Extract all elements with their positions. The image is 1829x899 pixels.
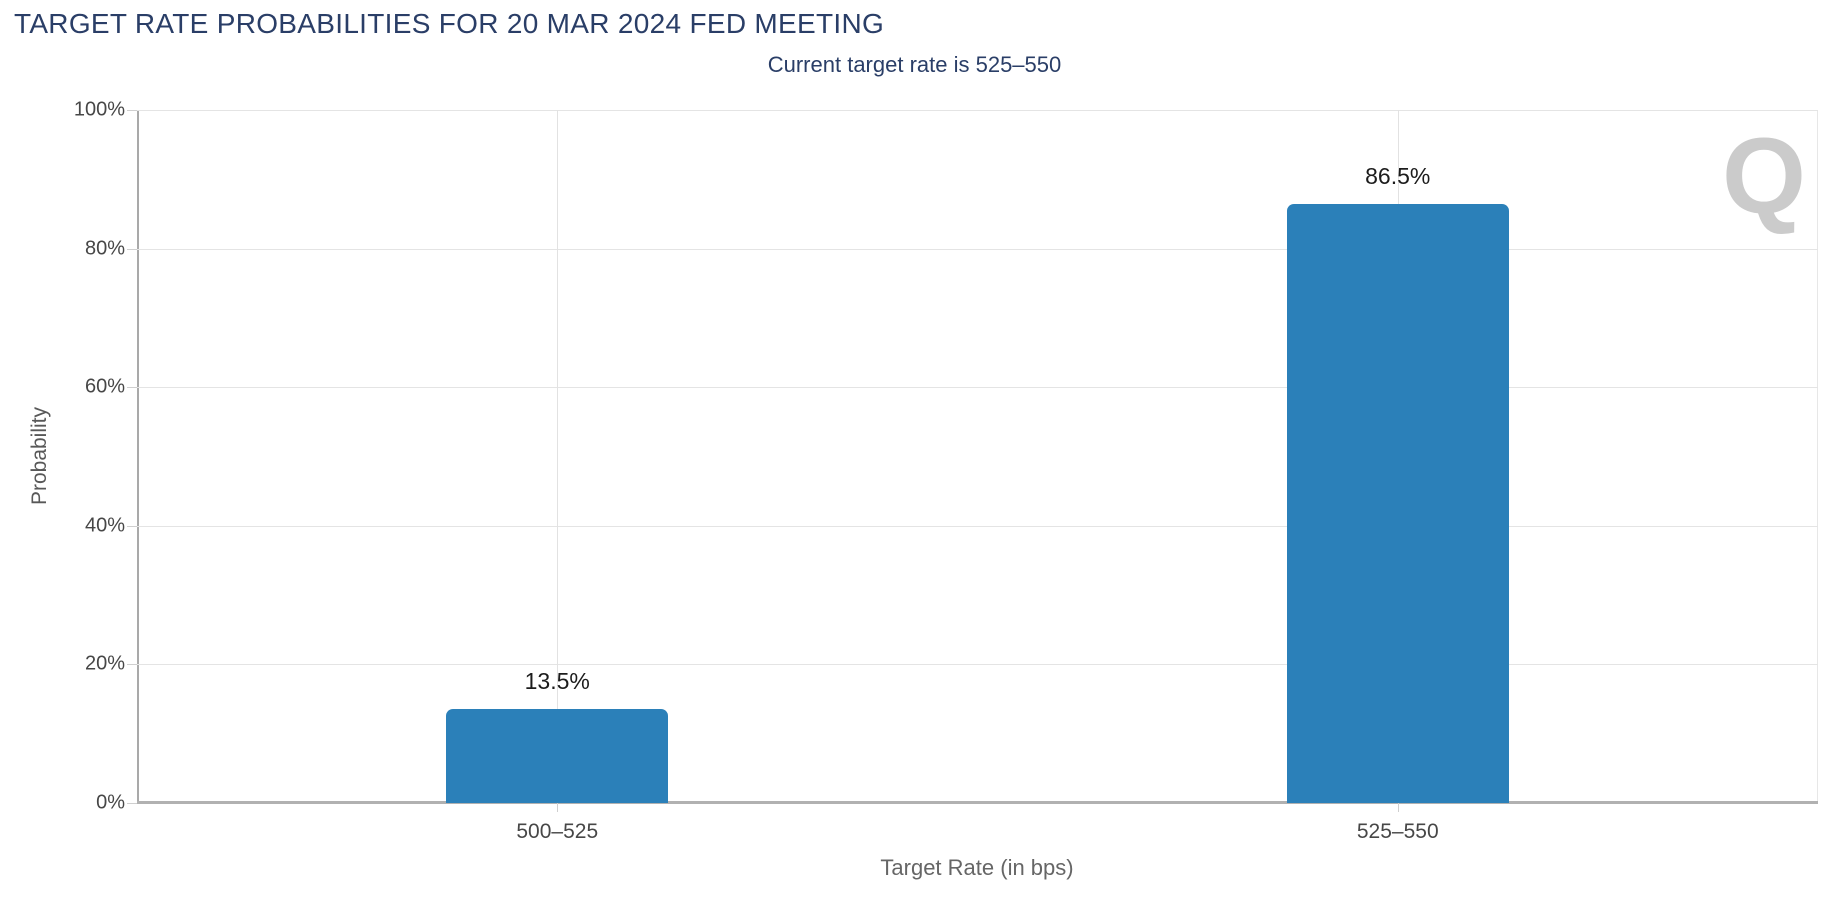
x-tick-500-525: [557, 803, 559, 812]
x-axis-line: [137, 801, 1818, 804]
y-tick-label-100: 100%: [73, 98, 125, 121]
y-tick-label-0: 0%: [96, 791, 125, 814]
bar-525-550[interactable]: [1286, 203, 1509, 803]
y-tick-80: [127, 248, 137, 250]
y-tick-label-80: 80%: [84, 237, 125, 260]
y-tick-20: [127, 664, 137, 666]
bar-value-label-500-525: 13.5%: [524, 668, 590, 695]
y-tick-40: [127, 525, 137, 527]
y-tick-100: [127, 110, 137, 111]
gridline-y-40: [137, 525, 1818, 527]
x-tick-525-550: [1397, 803, 1399, 812]
plot-right-border: [1817, 110, 1818, 803]
chart-subtitle: Current target rate is 525–550: [767, 52, 1062, 77]
y-tick-0: [127, 803, 137, 804]
x-axis-title: Target Rate (in bps): [880, 855, 1074, 880]
gridline-y-60: [137, 387, 1818, 389]
y-tick-60: [127, 387, 137, 389]
bar-value-label-525-550: 86.5%: [1365, 162, 1431, 189]
y-axis-line: [137, 110, 139, 803]
y-tick-label-40: 40%: [84, 514, 125, 537]
plot-area: 0% 20% 40% 60% 80% 100% 13.5% 500–525 86.5% 525–5…: [74, 99, 1818, 843]
y-tick-label-60: 60%: [84, 375, 125, 398]
gridline-y-20: [137, 664, 1818, 666]
x-tick-label-500-525: 500–525: [516, 820, 599, 843]
gridline-y-100: [137, 110, 1818, 111]
bar-500-525[interactable]: [446, 709, 669, 803]
gridline-x-500-525: [557, 110, 559, 803]
chart-title: TARGET RATE PROBABILITIES FOR 20 MAR 202…: [14, 8, 885, 39]
y-axis-title: Probability: [28, 406, 51, 506]
x-tick-label-525-550: 525–550: [1356, 820, 1439, 843]
gridline-y-80: [137, 248, 1818, 250]
y-tick-label-20: 20%: [84, 652, 125, 675]
